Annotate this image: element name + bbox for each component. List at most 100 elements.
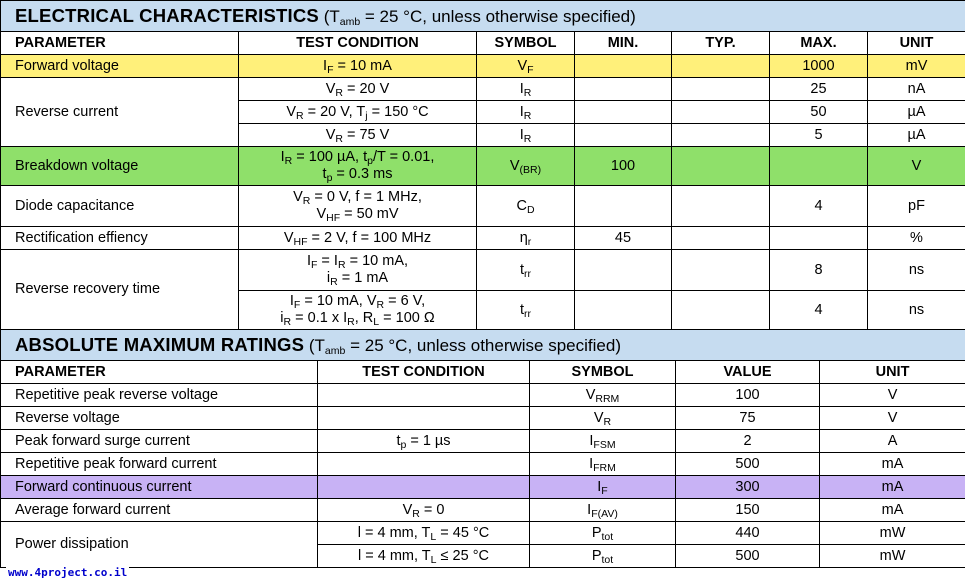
unit-cell: pF bbox=[867, 185, 965, 227]
typ-cell bbox=[671, 249, 770, 291]
table-row-diode-capacitance: Diode capacitance VR = 0 V, f = 1 MHz, VH… bbox=[0, 185, 965, 227]
col-header: UNIT bbox=[818, 360, 965, 384]
col-header: PARAMETER bbox=[0, 360, 318, 384]
max-cell bbox=[769, 146, 868, 186]
min-cell bbox=[574, 77, 672, 101]
typ-cell bbox=[671, 226, 770, 250]
symbol-cell: Ptot bbox=[529, 544, 676, 568]
unit-cell: ns bbox=[867, 290, 965, 330]
symbol-cell: IR bbox=[476, 123, 575, 147]
unit-cell: mA bbox=[818, 498, 965, 522]
min-cell: 45 bbox=[574, 226, 672, 250]
col-header: PARAMETER bbox=[0, 31, 239, 55]
unit-cell: V bbox=[818, 383, 965, 407]
unit-cell: % bbox=[867, 226, 965, 250]
condition-cell: VR = 0 bbox=[317, 498, 530, 522]
value-cell: 500 bbox=[675, 544, 820, 568]
param-cell: Reverse current bbox=[0, 77, 239, 147]
absolute-section-title: ABSOLUTE MAXIMUM RATINGS (Tamb = 25 °C, … bbox=[0, 329, 965, 361]
condition-cell: IR = 100 µA, tp/T = 0.01, tp = 0.3 ms bbox=[238, 146, 477, 186]
param-cell: Diode capacitance bbox=[0, 185, 239, 227]
electrical-characteristics-table: ELECTRICAL CHARACTERISTICS (Tamb = 25 °C… bbox=[0, 0, 965, 330]
symbol-cell: VR bbox=[529, 406, 676, 430]
col-header: UNIT bbox=[867, 31, 965, 55]
max-cell: 8 bbox=[769, 249, 868, 291]
param-cell: Forward voltage bbox=[0, 54, 239, 78]
table-row-power-dissipation: Power dissipation l = 4 mm, TL = 45 °C P… bbox=[0, 521, 965, 568]
param-cell: Peak forward surge current bbox=[0, 429, 318, 453]
value-cell: 2 bbox=[675, 429, 820, 453]
param-cell: Breakdown voltage bbox=[0, 146, 239, 186]
unit-cell: mA bbox=[818, 452, 965, 476]
table-row-reverse-current: Reverse current VR = 20 V IR 25 nA bbox=[0, 77, 965, 147]
condition-cell: l = 4 mm, TL ≤ 25 °C bbox=[317, 544, 530, 568]
param-cell: Rectification effiency bbox=[0, 226, 239, 250]
max-cell: 4 bbox=[769, 185, 868, 227]
condition-cell bbox=[317, 475, 530, 499]
max-cell: 4 bbox=[769, 290, 868, 330]
unit-cell: mA bbox=[818, 475, 965, 499]
symbol-cell: IF(AV) bbox=[529, 498, 676, 522]
col-header: MAX. bbox=[769, 31, 868, 55]
table-row: Peak forward surge current tp = 1 µs IFS… bbox=[0, 429, 965, 453]
typ-cell bbox=[671, 77, 770, 101]
condition-cell bbox=[317, 406, 530, 430]
param-cell: Power dissipation bbox=[0, 521, 318, 568]
value-cell: 440 bbox=[675, 521, 820, 545]
table-row: Repetitive peak reverse voltage VRRM 100… bbox=[0, 383, 965, 407]
min-cell bbox=[574, 249, 672, 291]
symbol-cell: IFSM bbox=[529, 429, 676, 453]
symbol-cell: ηr bbox=[476, 226, 575, 250]
symbol-cell: VF bbox=[476, 54, 575, 78]
min-cell bbox=[574, 290, 672, 330]
table-row-forward-voltage: Forward voltage IF = 10 mA VF 1000 mV bbox=[0, 54, 965, 78]
symbol-cell: IR bbox=[476, 77, 575, 101]
typ-cell bbox=[671, 146, 770, 186]
symbol-cell: IFRM bbox=[529, 452, 676, 476]
absolute-header-row: PARAMETER TEST CONDITION SYMBOL VALUE UN… bbox=[0, 360, 965, 384]
param-cell: Average forward current bbox=[0, 498, 318, 522]
col-header: VALUE bbox=[675, 360, 820, 384]
condition-cell bbox=[317, 383, 530, 407]
unit-cell: nA bbox=[867, 77, 965, 101]
unit-cell: mW bbox=[818, 544, 965, 568]
electrical-section-title: ELECTRICAL CHARACTERISTICS (Tamb = 25 °C… bbox=[0, 0, 965, 32]
max-cell: 5 bbox=[769, 123, 868, 147]
table-row: Repetitive peak forward current IFRM 500… bbox=[0, 452, 965, 476]
typ-cell bbox=[671, 54, 770, 78]
condition-cell: tp = 1 µs bbox=[317, 429, 530, 453]
min-cell bbox=[574, 123, 672, 147]
table-row-power-dissipation: l = 4 mm, TL ≤ 25 °C Ptot 500 mW bbox=[1, 544, 965, 568]
min-cell bbox=[574, 185, 672, 227]
typ-cell bbox=[671, 123, 770, 147]
col-header: TYP. bbox=[671, 31, 770, 55]
watermark-link[interactable]: www.4project.co.il bbox=[6, 566, 130, 579]
symbol-cell: V(BR) bbox=[476, 146, 575, 186]
param-cell: Repetitive peak reverse voltage bbox=[0, 383, 318, 407]
typ-cell bbox=[671, 290, 770, 330]
symbol-cell: VRRM bbox=[529, 383, 676, 407]
max-cell: 1000 bbox=[769, 54, 868, 78]
param-cell: Forward continuous current bbox=[0, 475, 318, 499]
col-header: MIN. bbox=[574, 31, 672, 55]
min-cell bbox=[574, 100, 672, 124]
condition-cell: VR = 75 V bbox=[238, 123, 477, 147]
symbol-cell: CD bbox=[476, 185, 575, 227]
max-cell: 25 bbox=[769, 77, 868, 101]
value-cell: 150 bbox=[675, 498, 820, 522]
table-row-reverse-recovery-time: Reverse recovery time IF = IR = 10 mA, iR… bbox=[0, 249, 965, 330]
condition-cell: IF = 10 mA, VR = 6 V, iR = 0.1 x IR, RL =… bbox=[238, 290, 477, 330]
col-header: TEST CONDITION bbox=[238, 31, 477, 55]
table-row: Average forward current VR = 0 IF(AV) 15… bbox=[0, 498, 965, 522]
col-header: TEST CONDITION bbox=[317, 360, 530, 384]
condition-cell: IF = 10 mA bbox=[238, 54, 477, 78]
unit-cell: A bbox=[818, 429, 965, 453]
condition-cell: VR = 0 V, f = 1 MHz, VHF = 50 mV bbox=[238, 185, 477, 227]
condition-cell: IF = IR = 10 mA, iR = 1 mA bbox=[238, 249, 477, 291]
absolute-maximum-ratings-table: ABSOLUTE MAXIMUM RATINGS (Tamb = 25 °C, … bbox=[0, 329, 965, 568]
unit-cell: mW bbox=[818, 521, 965, 545]
max-cell: 50 bbox=[769, 100, 868, 124]
condition-cell: VHF = 2 V, f = 100 MHz bbox=[238, 226, 477, 250]
table-row-breakdown-voltage: Breakdown voltage IR = 100 µA, tp/T = 0.… bbox=[0, 146, 965, 186]
